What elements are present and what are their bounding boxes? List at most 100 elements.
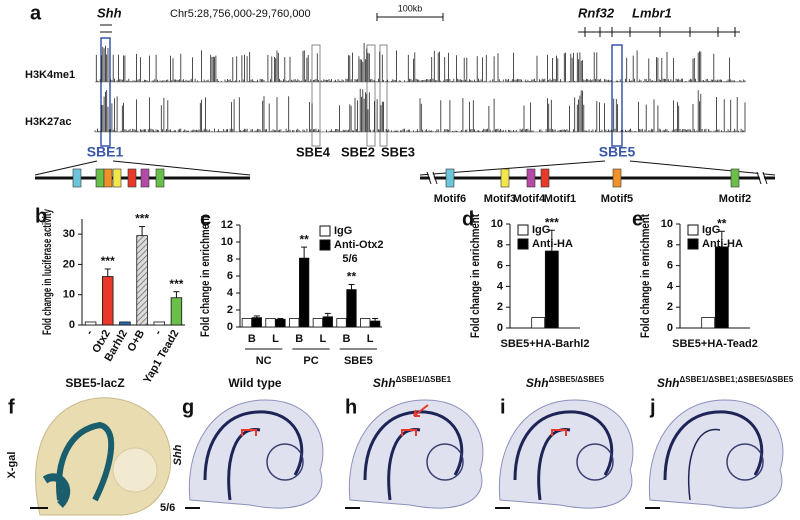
significance: ** (299, 232, 309, 246)
legend-swatch (687, 238, 699, 250)
bar (544, 250, 559, 329)
track-label: H3K4me1 (25, 69, 75, 81)
legend-label: IgG (334, 225, 352, 237)
bar (275, 318, 286, 328)
bar (170, 297, 183, 326)
signal-track (94, 88, 746, 132)
x-tick-label: L (272, 333, 279, 345)
image-title: ShhΔSBE5/ΔSBE5 (526, 375, 605, 390)
genome-panel: Shh Chr5:28,756,000-29,760,000 100kb Rnf… (25, 3, 776, 205)
genotype: ΔSBE1/ΔSBE1 (396, 375, 452, 384)
panel-label: c (200, 208, 211, 230)
group-label: NC (256, 355, 272, 367)
panel-label: j (649, 396, 656, 418)
gene-name: Shh (526, 376, 549, 390)
bar (136, 235, 148, 326)
bar (289, 318, 300, 328)
signal-track (95, 43, 746, 82)
bar (102, 276, 114, 326)
x-tick-label: B (295, 333, 303, 345)
y-tick-label: 0 (69, 319, 75, 331)
panel-label: e (632, 208, 643, 230)
panel-label: i (500, 396, 506, 418)
significance: ** (347, 270, 357, 284)
y-tick-label: 20 (63, 258, 75, 270)
bar (346, 289, 357, 328)
scale-bar-label: 100kb (398, 3, 423, 13)
enhancer-label: SBE5 (599, 144, 636, 160)
y-axis-label: Fold change in enrichment (198, 215, 212, 337)
y-tick-label: 2 (497, 301, 503, 313)
bar (312, 318, 323, 328)
bar (336, 318, 347, 328)
bar (322, 316, 333, 328)
gene-name: Shh (373, 376, 396, 390)
eye (266, 443, 304, 481)
y-axis-label: Fold change in luciferase activity (40, 209, 54, 335)
bar (241, 318, 252, 328)
y-tick-label: 2 (667, 301, 673, 313)
enhancer-label: SBE2 (341, 144, 375, 159)
motif-label: Motif5 (601, 193, 633, 205)
bar (531, 317, 546, 329)
bar (153, 321, 165, 326)
x-tick-label: SBE5+HA-Barhl2 (501, 338, 590, 350)
neural-tube (363, 410, 464, 481)
bracket (241, 429, 257, 436)
legend-swatch (517, 224, 529, 236)
bar (251, 317, 262, 328)
image-title: ShhΔSBE1/ΔSBE1 (373, 375, 452, 390)
eye (426, 443, 464, 481)
legend-swatch (687, 224, 699, 236)
image-title: ShhΔSBE1/ΔSBE1;ΔSBE5/ΔSBE5 (657, 375, 794, 390)
in-situ-images (185, 399, 784, 509)
legend-label: IgG (702, 224, 720, 236)
enhancer-label: SBE3 (381, 144, 415, 159)
panel-label: d (462, 208, 474, 230)
probe-label: Shh (172, 444, 184, 465)
y-tick-label: 10 (221, 236, 233, 248)
y-tick-label: 12 (221, 219, 233, 231)
panel-label: a (30, 2, 42, 24)
y-tick-label: 6 (497, 260, 503, 272)
x-tick-label: L (367, 333, 374, 345)
stain-label: X-gal (6, 452, 18, 479)
gene-name: Shh (657, 376, 680, 390)
y-tick-label: 4 (497, 280, 504, 292)
bar (701, 317, 716, 329)
motif-label: Motif4 (513, 193, 546, 205)
y-axis-label: Fold change in enrichment (468, 214, 482, 338)
legend-swatch (517, 238, 529, 250)
motif-label: Motif6 (434, 193, 466, 205)
panel-label: f (8, 396, 15, 418)
embryo-images: 5/6 X-gal SBE5-lacZ Shh Wild type ShhΔSB… (6, 375, 794, 518)
image-title: Wild type (228, 376, 282, 390)
neural-tube (203, 410, 304, 481)
significance: ** (717, 216, 727, 230)
eye (576, 443, 614, 481)
group-label: SBE5 (344, 355, 373, 367)
bar (84, 321, 97, 326)
legend-swatch (319, 225, 331, 237)
x-tick-label: L (319, 333, 326, 345)
neural-tube (663, 410, 764, 481)
y-tick-label: 8 (227, 253, 233, 265)
y-tick-label: 10 (491, 218, 503, 230)
y-tick-label: 6 (227, 270, 233, 282)
coordinates: Chr5:28,756,000-29,760,000 (170, 8, 311, 20)
y-tick-label: 2 (227, 304, 233, 316)
track-label: H3K27ac (25, 116, 71, 128)
legend-label: IgG (532, 224, 550, 236)
y-tick-label: 30 (63, 228, 75, 240)
bar (299, 257, 310, 328)
neural-tube (688, 428, 721, 501)
significance: *** (169, 277, 183, 291)
panel-label: h (345, 396, 357, 418)
enhancer-label: SBE4 (296, 144, 331, 159)
motif-label: Motif3 (484, 193, 516, 205)
x-tick-label: - (83, 328, 95, 337)
gene-label: Lmbr1 (632, 5, 672, 20)
gene-label: Shh (97, 5, 122, 20)
significance: *** (135, 212, 149, 226)
